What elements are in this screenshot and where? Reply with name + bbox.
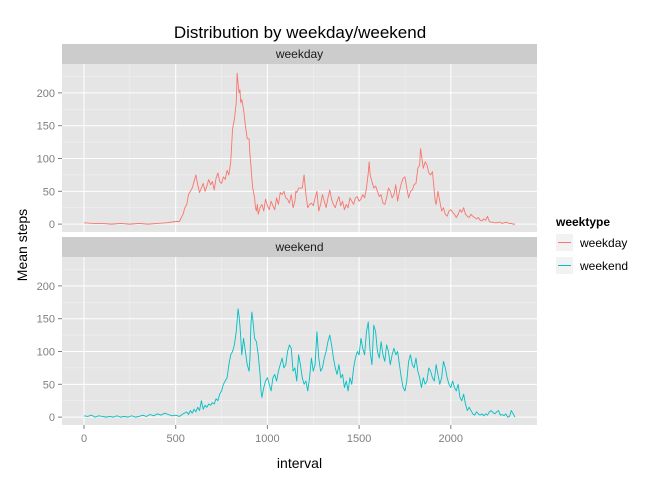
strip-label-weekday: weekday <box>275 47 323 61</box>
plot-background-weekday <box>62 64 537 232</box>
series-line-weekday <box>83 72 515 225</box>
y-tick-label: 200 <box>37 88 55 100</box>
series-line-weekend <box>83 308 516 418</box>
y-axis-title: Mean steps <box>14 209 30 281</box>
series-layer-weekend <box>83 308 516 418</box>
series-layer-weekday <box>83 72 515 225</box>
y-tick-label: 0 <box>49 412 55 424</box>
y-tick-label: 0 <box>49 219 55 231</box>
legend-label-weekend: weekend <box>579 259 628 273</box>
y-tick-label: 200 <box>37 281 55 293</box>
y-tick-label: 50 <box>43 379 55 391</box>
x-tick-label: 1000 <box>255 433 279 445</box>
x-axis-title: interval <box>277 455 322 471</box>
x-axis: 0 500 1000 1500 2000 <box>81 425 463 445</box>
strip-label-weekend: weekend <box>274 240 323 254</box>
y-tick-label: 150 <box>37 314 55 326</box>
x-tick-label: 1500 <box>347 433 371 445</box>
major-gridlines-weekday <box>62 64 537 232</box>
panel-weekend: weekend 0 50 100 150 200 <box>37 237 537 425</box>
strip-weekday <box>62 44 537 64</box>
strip-weekend <box>62 237 537 257</box>
plot-background-weekend <box>62 257 537 425</box>
x-tick-label: 2000 <box>439 433 463 445</box>
y-tick-label: 150 <box>37 121 55 133</box>
major-gridlines-weekend <box>62 257 537 425</box>
legend: weektype weekday weekend <box>555 215 628 274</box>
legend-title: weektype <box>555 215 610 229</box>
panel-weekday: weekday 0 50 100 150 200 <box>37 44 537 232</box>
y-tick-label: 50 <box>43 186 55 198</box>
y-tick-label: 100 <box>37 154 55 166</box>
x-tick-label: 500 <box>167 433 185 445</box>
y-tick-label: 100 <box>37 347 55 359</box>
x-tick-label: 0 <box>81 433 87 445</box>
y-axis-weekday: 0 50 100 150 200 <box>37 88 62 231</box>
minor-gridlines-weekend <box>62 257 537 425</box>
chart-title: Distribution by weekday/weekend <box>174 23 426 42</box>
y-axis-weekend: 0 50 100 150 200 <box>37 281 62 424</box>
legend-label-weekday: weekday <box>579 236 627 250</box>
